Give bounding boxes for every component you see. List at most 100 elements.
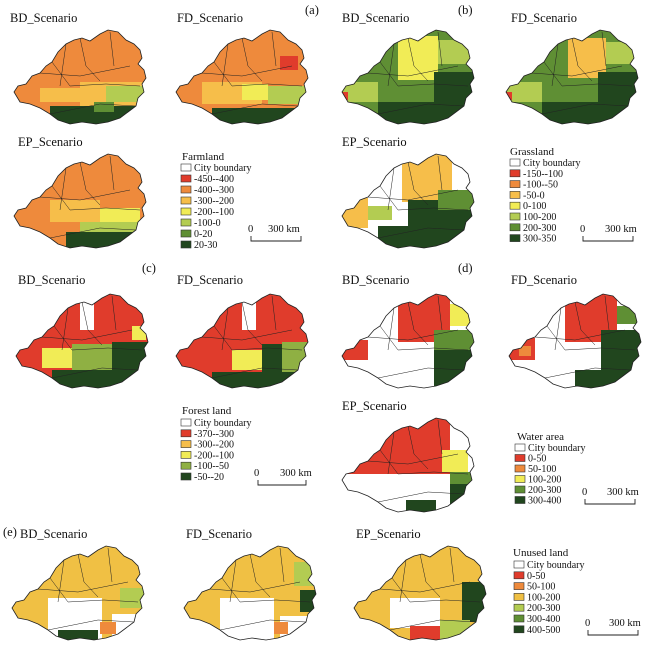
map-bd — [341, 29, 475, 125]
legend-swatch — [513, 582, 525, 590]
panel-b: (b) BD_Scenario FD_Scenario EP_Scenario — [341, 3, 639, 249]
map-title-ep: EP_Scenario — [18, 135, 83, 149]
scale-start: 0 — [585, 618, 590, 629]
panel-label-e: (e) — [3, 525, 17, 539]
scale-start: 0 — [254, 468, 259, 479]
legend-swatch — [509, 158, 521, 167]
legend-water-area: Water area City boundary0-5050-100100-20… — [514, 431, 586, 507]
legend-swatch — [509, 223, 521, 232]
legend-swatch — [513, 571, 525, 580]
map-title-ep: EP_Scenario — [356, 527, 421, 541]
legend-items: City boundary0-5050-100100-200200-300300… — [514, 443, 586, 507]
map-ep — [341, 417, 475, 513]
scale-end: 300 km — [609, 618, 641, 629]
scale-bar-c: 0 300 km — [254, 468, 312, 486]
map-fd — [183, 545, 317, 641]
legend-swatch — [180, 196, 192, 205]
map-title-bd: BD_Scenario — [18, 273, 85, 287]
map-bd — [15, 293, 149, 389]
legend-label: 0-50 — [527, 571, 545, 582]
map-bd — [341, 293, 475, 389]
legend-title: Water area — [517, 431, 564, 443]
legend-label: -370--300 — [194, 429, 234, 440]
legend-swatch — [180, 418, 192, 427]
legend-unused-land: Unused land City boundary0-5050-100100-2… — [513, 547, 585, 636]
map-title-fd: FD_Scenario — [511, 273, 577, 287]
legend-swatch — [180, 207, 192, 216]
panel-c: (c) BD_Scenario FD_Scenario — [15, 261, 312, 486]
legend-label: 0-50 — [528, 454, 546, 465]
scale-end: 300 km — [268, 224, 300, 235]
legend-farmland: Farmland City boundary-450--400-400--300… — [180, 151, 252, 251]
legend-label: 0-100 — [523, 201, 546, 212]
legend-items: City boundary-150--100-100--50-50-00-100… — [509, 158, 581, 245]
legend-swatch — [180, 461, 192, 470]
legend-swatch — [514, 454, 526, 462]
legend-swatch — [180, 451, 192, 459]
legend-swatch — [513, 560, 525, 569]
legend-swatch — [514, 475, 526, 483]
map-fd — [175, 29, 309, 125]
map-title-fd: FD_Scenario — [177, 273, 243, 287]
legend-label: -400--300 — [194, 185, 234, 196]
legend-swatch — [509, 234, 521, 242]
scale-end: 300 km — [605, 224, 637, 235]
legend-grassland: Grassland City boundary-150--100-100--50… — [509, 146, 581, 245]
legend-label: 0-20 — [194, 229, 212, 240]
map-title-fd: FD_Scenario — [511, 11, 577, 25]
legend-label: 200-300 — [523, 223, 556, 234]
legend-label: City boundary — [523, 158, 581, 169]
map-fd — [505, 29, 639, 125]
scale-end: 300 km — [280, 468, 312, 479]
legend-label: -300--200 — [194, 196, 234, 207]
legend-swatch — [513, 593, 525, 601]
legend-label: 20-30 — [194, 240, 217, 251]
legend-label: -50-0 — [523, 190, 545, 201]
legend-label: -100--50 — [523, 180, 558, 191]
legend-items: City boundary0-5050-100100-200200-300300… — [513, 560, 585, 636]
legend-label: 50-100 — [527, 582, 555, 593]
scale-bar-d: 0 300 km — [582, 487, 639, 505]
legend-swatch — [513, 625, 525, 634]
legend-swatch — [509, 201, 521, 210]
panel-label-d: (d) — [458, 261, 473, 275]
map-title-fd: FD_Scenario — [177, 11, 243, 25]
map-fd — [175, 293, 309, 389]
map-fd — [508, 293, 642, 389]
legend-label: City boundary — [527, 560, 585, 571]
legend-swatch — [514, 443, 526, 452]
panel-d: (d) BD_Scenario FD_Scenario EP_Scenario — [341, 261, 642, 513]
legend-label: -150--100 — [523, 169, 563, 180]
legend-forest-land: Forest land City boundary-370--300-300--… — [180, 405, 252, 483]
scale-bar-e: 0 300 km — [585, 618, 641, 636]
legend-label: 200-300 — [528, 485, 561, 496]
legend-label: -100--50 — [194, 461, 229, 472]
legend-swatch — [509, 169, 521, 178]
legend-swatch — [180, 163, 192, 172]
map-title-ep: EP_Scenario — [342, 135, 407, 149]
legend-swatch — [180, 174, 192, 183]
map-bd — [13, 29, 147, 125]
legend-label: 100-200 — [527, 592, 560, 603]
legend-swatch — [513, 614, 525, 623]
legend-title: Farmland — [182, 151, 225, 163]
legend-label: 100-200 — [523, 212, 556, 223]
legend-title: Grassland — [510, 146, 554, 158]
legend-label: -300--200 — [194, 440, 234, 451]
map-title-bd: BD_Scenario — [342, 273, 409, 287]
legend-label: 400-500 — [527, 625, 560, 636]
map-ep — [13, 153, 147, 249]
legend-swatch — [180, 218, 192, 227]
scale-bar-b: 0 300 km — [580, 224, 637, 242]
legend-label: City boundary — [194, 418, 252, 429]
panel-label-b: (b) — [458, 3, 473, 17]
legend-swatch — [509, 212, 521, 221]
legend-swatch — [514, 464, 526, 473]
legend-label: City boundary — [194, 163, 252, 174]
legend-label: 300-400 — [527, 614, 560, 625]
legend-swatch — [509, 191, 521, 199]
legend-label: -450--400 — [194, 174, 234, 185]
scale-bar-a: 0 300 km — [248, 224, 302, 242]
legend-title: Forest land — [182, 405, 232, 417]
